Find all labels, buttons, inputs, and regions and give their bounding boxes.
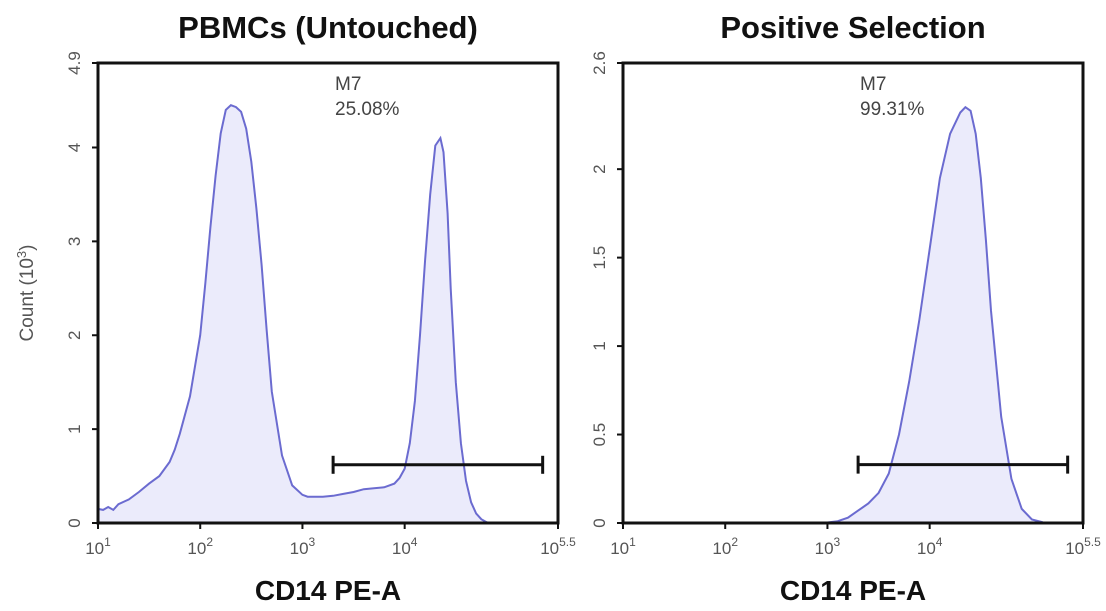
y-tick-label: 2 [590,164,609,173]
y-tick-label: 4.9 [65,51,84,75]
x-tick-base: 10 [290,539,309,558]
x-tick-label: 104 [392,535,418,558]
x-tick-exponent: 4 [936,535,943,549]
gate-percent-label: 99.31% [860,99,925,120]
x-tick-base: 10 [610,539,629,558]
x-tick-label: 101 [610,535,636,558]
histogram-fill [98,105,489,523]
plot-frame [621,61,1085,525]
x-tick-label: 101 [85,535,111,558]
x-tick-label: 103 [815,535,841,558]
y-tick-label: 0 [65,518,84,527]
x-tick-base: 10 [187,539,206,558]
x-tick-base: 10 [540,539,559,558]
y-tick-label: 0.5 [590,423,609,447]
gate-marker [331,455,545,474]
y-tick-label: 4 [65,143,84,152]
x-tick-exponent: 3 [309,535,316,549]
x-tick-exponent: 2 [206,535,213,549]
y-tick-label: 1 [590,341,609,350]
x-tick-base: 10 [917,539,936,558]
x-tick-label: 102 [712,535,738,558]
gate-name-label: M7 [335,74,361,95]
gate-percent-label: 25.08% [335,99,400,120]
y-tick-label: 1 [65,424,84,433]
x-tick-label: 104 [917,535,943,558]
x-tick-base: 10 [85,539,104,558]
y-tick-label: 2 [65,331,84,340]
y-axis-label-base: Count (10 [17,258,38,341]
panel-title: Positive Selection [720,10,985,45]
x-tick-label: 102 [187,535,213,558]
plot-frame [96,61,560,525]
gate-name-label: M7 [860,74,886,95]
x-tick-exponent: 1 [104,535,111,549]
y-axis-label-exponent: 3 [14,251,29,258]
x-tick-label: 105.5 [540,535,576,558]
histogram-line [97,104,489,524]
histogram-panel-2: Positive Selection M7 99.31% 0 0.5 1 1.5 2 2.6 10… [590,10,1101,606]
histogram-fill [623,107,1045,523]
x-tick-base: 10 [392,539,411,558]
y-tick-label: 2.6 [590,51,609,75]
x-tick-exponent: 1 [629,535,636,549]
x-tick-base: 10 [1065,539,1084,558]
y-tick-label: 0 [590,518,609,527]
x-axis-label: CD14 PE-A [255,575,401,606]
panel-title: PBMCs (Untouched) [178,10,478,45]
x-tick-exponent: 2 [731,535,738,549]
y-axis-label: Count (103) [14,244,38,341]
y-axis-label-close: ) [17,244,38,250]
y-tick-label: 3 [65,237,84,246]
x-tick-base: 10 [815,539,834,558]
x-tick-exponent: 5.5 [559,535,576,549]
x-tick-label: 103 [290,535,316,558]
x-tick-base: 10 [712,539,731,558]
x-tick-exponent: 4 [411,535,418,549]
x-tick-exponent: 5.5 [1084,535,1101,549]
x-axis-label: CD14 PE-A [780,575,926,606]
x-tick-exponent: 3 [834,535,841,549]
gate-marker [856,455,1070,474]
x-tick-label: 105.5 [1065,535,1101,558]
histogram-line [623,105,1045,524]
y-tick-label: 1.5 [590,246,609,270]
